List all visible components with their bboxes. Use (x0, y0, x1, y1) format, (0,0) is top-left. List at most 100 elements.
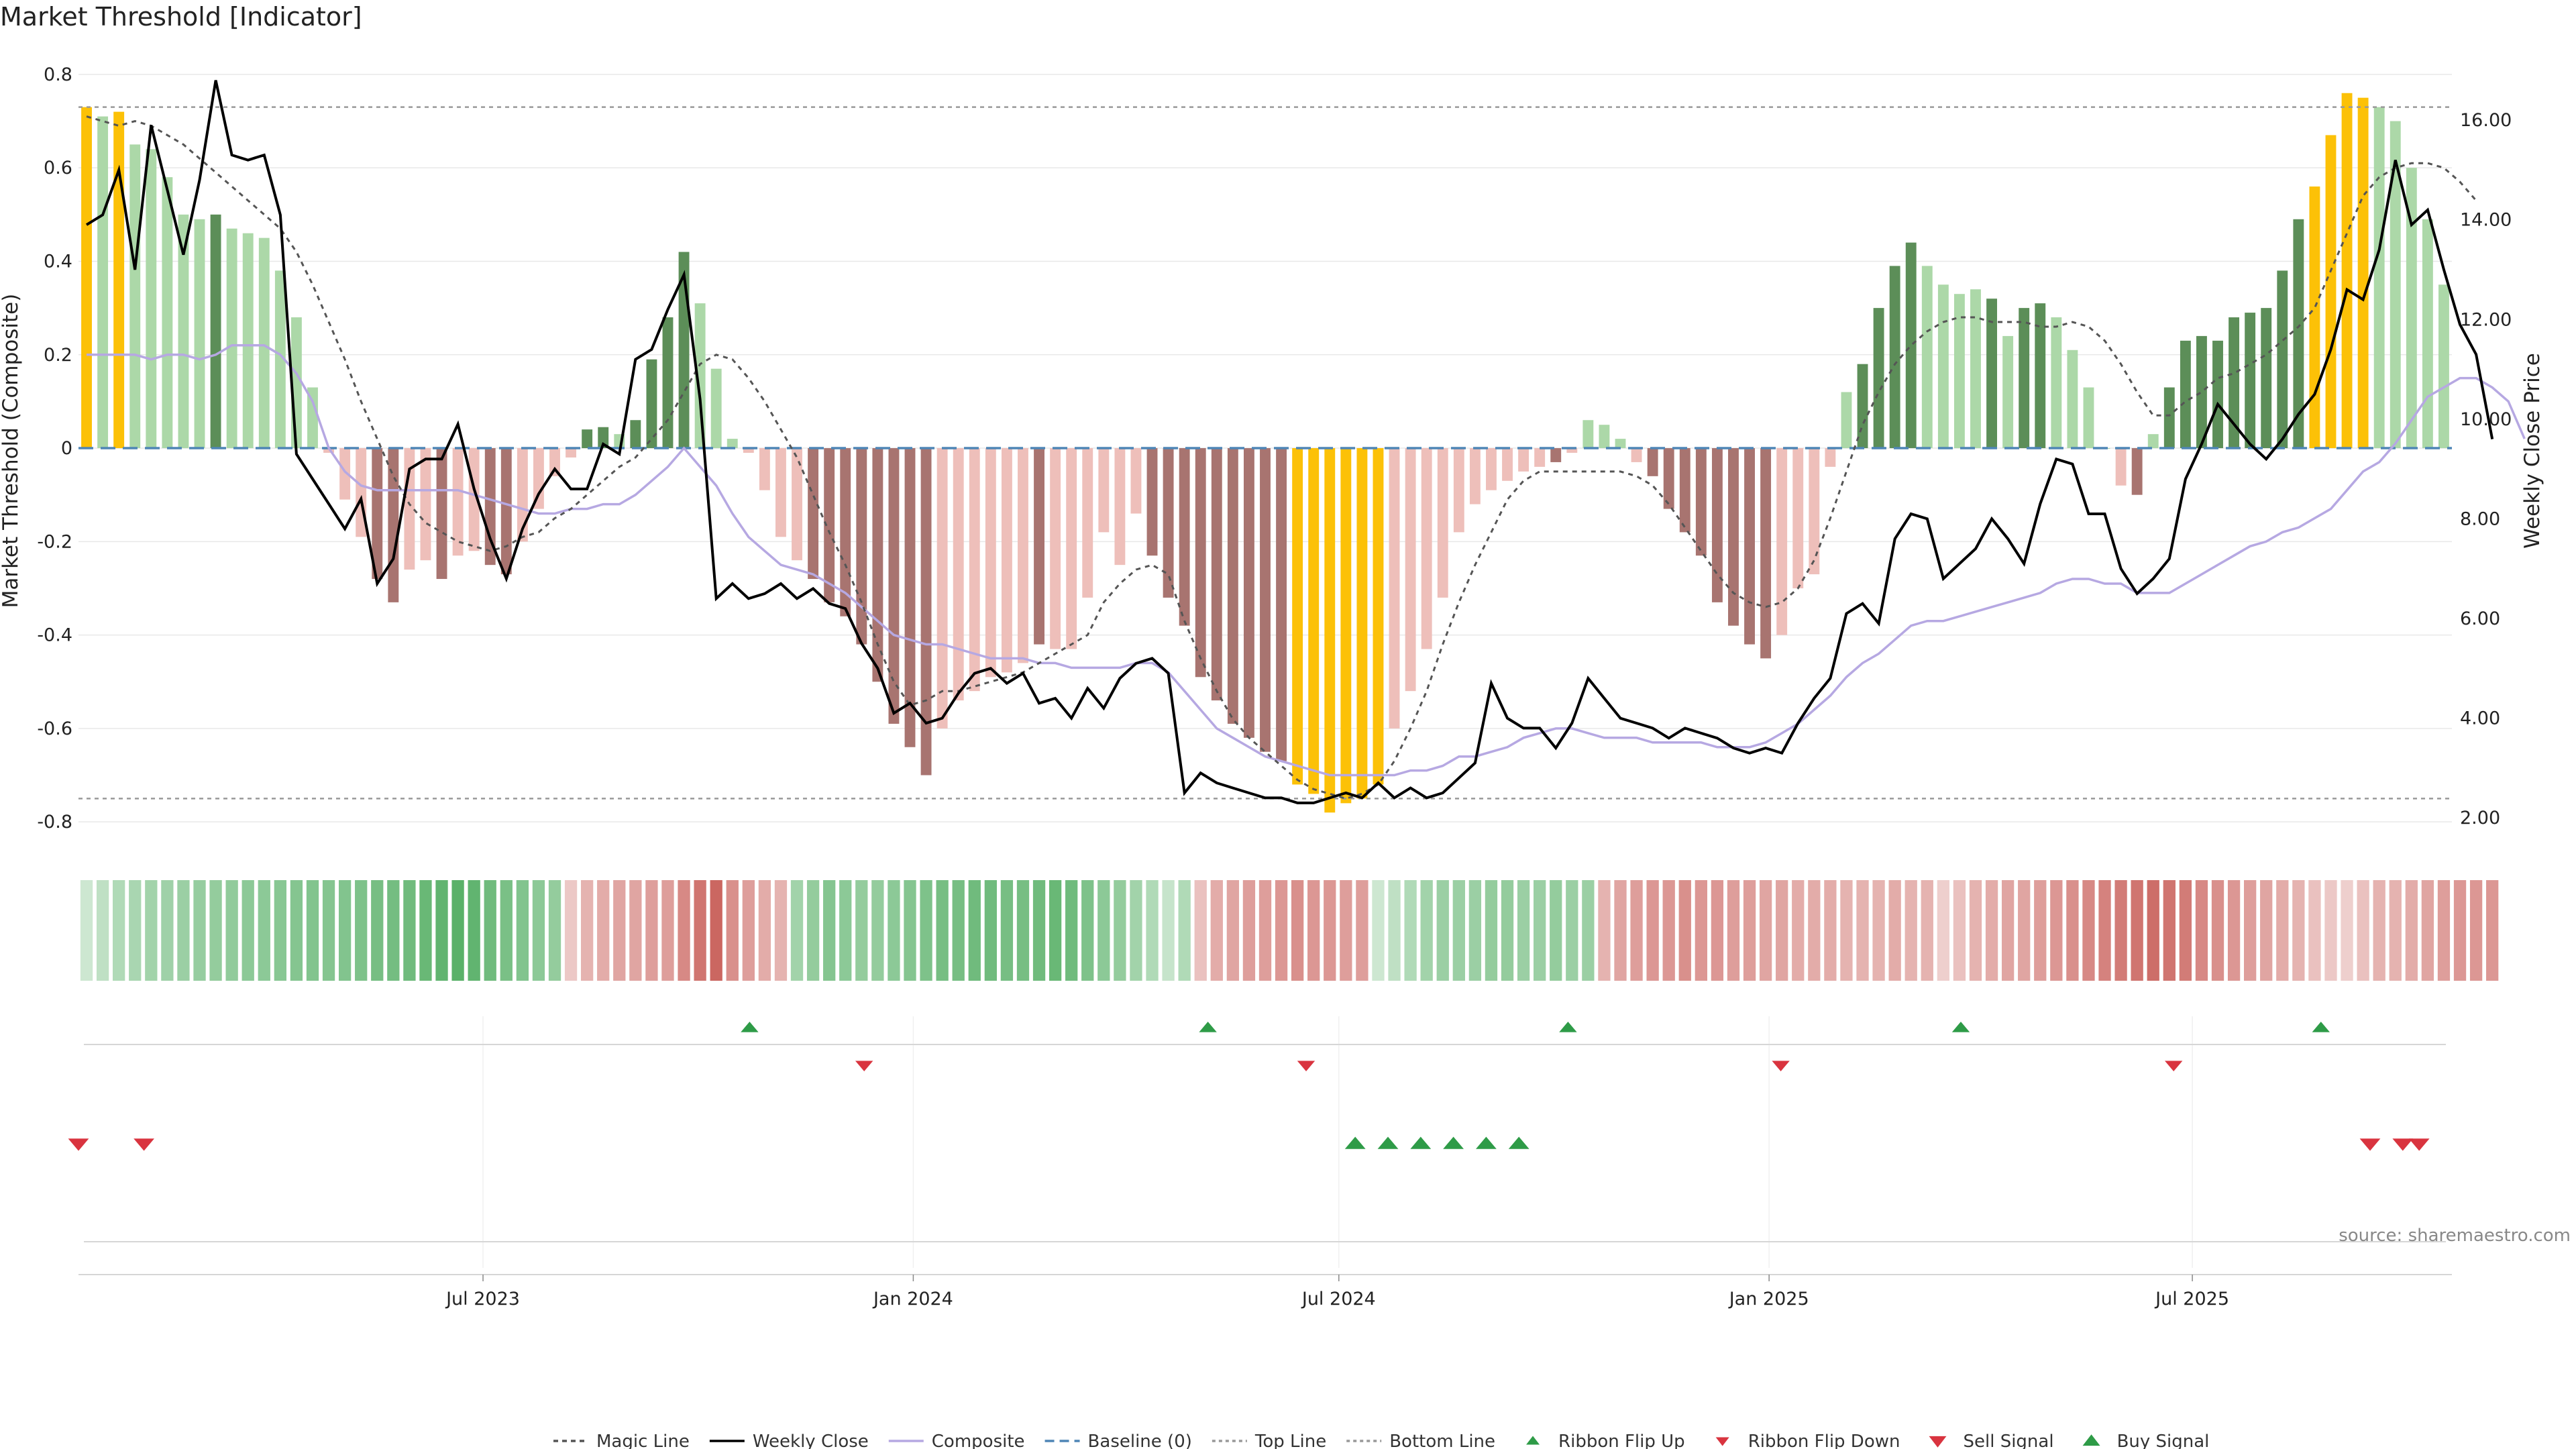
composite-bar (2293, 219, 2304, 449)
ribbon-cell (500, 880, 513, 981)
composite-bar (452, 448, 464, 556)
legend-label: Composite (932, 1432, 1025, 1449)
composite-bar (1146, 448, 1158, 556)
ribbon-cell (209, 880, 222, 981)
ribbon-cell (1614, 880, 1627, 981)
ribbon-cell (1340, 880, 1352, 981)
right-axis-ticks: 16.00 14.00 12.00 10.00 8.00 6.00 4.00 2.00 (2460, 110, 2512, 828)
composite-bar (484, 448, 496, 566)
legend-item: Baseline (0) (1044, 1432, 1192, 1449)
composite-bar (500, 448, 512, 575)
composite-bar (1711, 448, 1723, 602)
composite-bar (1599, 425, 1610, 449)
legend-label: Bottom Line (1389, 1432, 1495, 1449)
composite-bar (1486, 448, 1497, 490)
composite-bar (113, 111, 125, 449)
y-tick-label: 0 (61, 438, 72, 459)
ribbon-cell (2486, 880, 2499, 981)
composite-bar (2115, 448, 2127, 486)
y-tick-label: 0.8 (44, 64, 72, 85)
composite-bar (1179, 448, 1190, 626)
ribbon-cell (1291, 880, 1304, 981)
ribbon-flip-down-marker (1772, 1061, 1790, 1071)
ribbon-cell (920, 880, 932, 981)
ribbon-cell (1307, 880, 1320, 981)
composite-bar (840, 448, 851, 616)
ribbon-cell (516, 880, 529, 981)
ribbon-cell (2260, 880, 2273, 981)
composite-bar (162, 177, 173, 449)
ribbon-cell (1630, 880, 1643, 981)
legend-item: Magic Line (553, 1432, 690, 1449)
y2-tick-label: 6.00 (2460, 608, 2500, 629)
ribbon-cell (1468, 880, 1482, 981)
composite-bar (566, 448, 577, 458)
composite-bar (1356, 448, 1368, 799)
composite-bar (2261, 308, 2272, 449)
buy-signal-marker (1476, 1136, 1497, 1149)
composite-bar (307, 387, 318, 449)
ribbon-cell (1840, 880, 1853, 981)
buy-signal-marker (1443, 1136, 1464, 1149)
ribbon-cell (2324, 880, 2337, 981)
composite-bar (549, 448, 560, 476)
legend-item: Buy Signal (2082, 1432, 2209, 1449)
ribbon-cell (1662, 880, 1675, 981)
ribbon-cell (1130, 880, 1142, 981)
ribbon-cell (968, 880, 981, 981)
ribbon-cell (306, 880, 319, 981)
composite-bar (646, 359, 657, 449)
left-axis-ticks: 0.8 0.6 0.4 0.2 0 -0.2 -0.4 -0.6 -0.8 (37, 64, 72, 833)
ribbon-cell (1226, 880, 1240, 981)
ribbon-cell (1242, 880, 1256, 981)
ribbon-cell (2341, 880, 2353, 981)
y2-tick-label: 4.00 (2460, 708, 2500, 729)
composite-bar (727, 439, 738, 449)
composite-bar (1308, 448, 1320, 794)
composite-bar (1243, 448, 1254, 738)
composite-bar (1469, 448, 1481, 504)
ribbon-cell (2211, 880, 2224, 981)
ribbon-cell (1517, 880, 1530, 981)
ribbon-cell (2131, 880, 2143, 981)
composite-bar (388, 448, 399, 602)
x-tick-label: Jul 2024 (1301, 1289, 1376, 1309)
composite-bar (1098, 448, 1110, 533)
composite-bar (1631, 448, 1642, 462)
y2-tick-label: 10.00 (2460, 409, 2512, 430)
ribbon-cell (193, 880, 206, 981)
ribbon-cell (2114, 880, 2127, 981)
composite-bar (2245, 313, 2256, 449)
ribbon-cell (726, 880, 739, 981)
composite-bar (1195, 448, 1206, 678)
y-tick-label: 0.4 (44, 251, 72, 272)
ribbon-cell (161, 880, 174, 981)
legend-swatch (2082, 1434, 2100, 1446)
composite-bar (1841, 392, 1852, 449)
composite-bar (2051, 317, 2062, 449)
ribbon-cell (790, 880, 804, 981)
ribbon-cell (1953, 880, 1966, 981)
composite-bar (1776, 448, 1788, 635)
ribbon-cell (1162, 880, 1175, 981)
indicator-lines (78, 80, 2526, 804)
ribbon-cell (258, 880, 270, 981)
ribbon-cell (823, 880, 836, 981)
ribbon-cell (2453, 880, 2467, 981)
composite-bar (1389, 448, 1400, 729)
composite-bar (1744, 448, 1755, 645)
ribbon-cell (355, 880, 368, 981)
composite-bar (2390, 121, 2401, 449)
composite-bar (2083, 387, 2094, 449)
ribbon-cell (1824, 880, 1837, 981)
source-note: source: sharemaestro.com (2339, 1226, 2571, 1246)
ribbon-cell (225, 880, 238, 981)
x-tick-label: Jul 2023 (445, 1289, 520, 1309)
ribbon-cell (1420, 880, 1433, 981)
ribbon-cell (984, 880, 997, 981)
ribbon-cell (387, 880, 400, 981)
ribbon-cell (2276, 880, 2289, 981)
composite-bar (258, 237, 270, 449)
composite-bar (2373, 107, 2385, 449)
composite-bar (1937, 284, 1949, 449)
